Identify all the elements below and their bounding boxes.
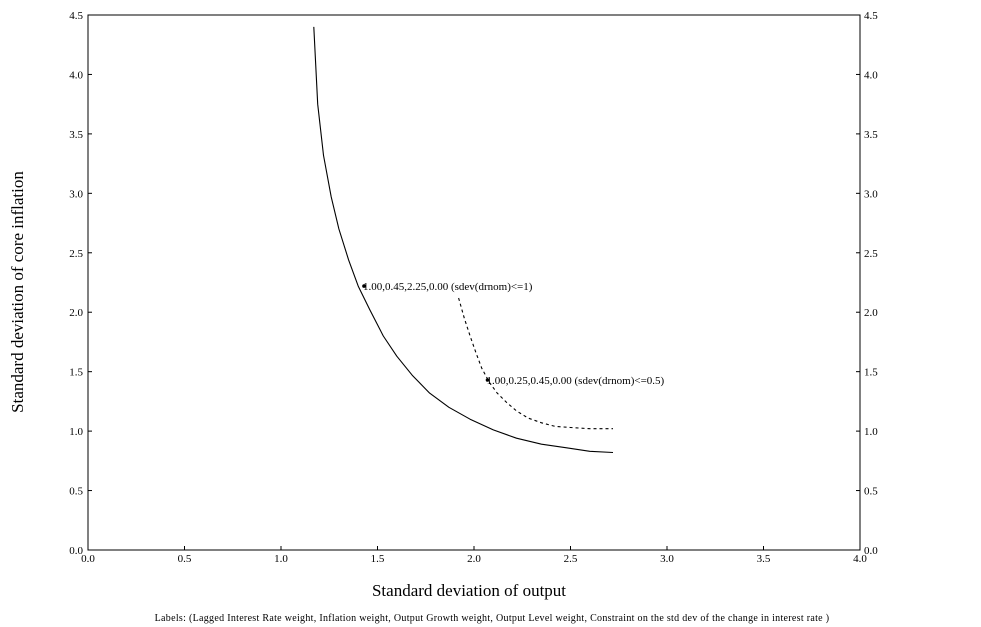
y-tick-label-left: 2.0 (69, 307, 83, 319)
x-axis: 0.0 0.5 1.0 1.5 2.0 2.5 3.0 3.5 4.0 (81, 546, 867, 565)
y-tick-label-right: 1.5 (864, 367, 878, 379)
y-axis-right: 0.0 0.5 1.0 1.5 2.0 2.5 3.0 3.5 4.0 4.5 (856, 10, 878, 557)
x-tick-label: 0.0 (81, 553, 95, 565)
y-tick-label-left: 3.5 (69, 129, 83, 141)
x-tick-label: 3.5 (757, 553, 771, 565)
annotation-point (362, 284, 366, 288)
y-tick-label-left: 0.0 (69, 545, 83, 557)
y-tick-label-left: 3.0 (69, 188, 83, 200)
series-line-dashed (458, 297, 613, 430)
y-tick-label-right: 0.5 (864, 486, 878, 498)
y-tick-label-right: 3.0 (864, 188, 878, 200)
x-tick-label: 3.0 (660, 553, 674, 565)
x-tick-label: 1.5 (371, 553, 385, 565)
x-tick-label: 2.0 (467, 553, 481, 565)
x-tick-label: 0.5 (178, 553, 192, 565)
x-tick-label: 1.0 (274, 553, 288, 565)
y-tick-label-right: 3.5 (864, 129, 878, 141)
y-tick-label-left: 0.5 (69, 486, 83, 498)
x-tick-label: 2.5 (564, 553, 578, 565)
y-tick-label-left: 1.5 (69, 367, 83, 379)
annotation-layer: 1.00,0.45,2.25,0.00 (sdev(drnom)<=1) 1.00… (362, 281, 665, 387)
y-tick-label-left: 2.5 (69, 248, 83, 260)
y-tick-label-left: 1.0 (69, 426, 83, 438)
y-tick-label-right: 4.0 (864, 69, 878, 81)
y-tick-label-left: 4.0 (69, 69, 83, 81)
y-tick-label-right: 2.0 (864, 307, 878, 319)
y-tick-label-right: 4.5 (864, 10, 878, 22)
y-tick-label-right: 2.5 (864, 248, 878, 260)
annotation-label: 1.00,0.25,0.45,0.00 (sdev(drnom)<=0.5) (487, 375, 665, 387)
y-axis-left: 0.0 0.5 1.0 1.5 2.0 2.5 3.0 3.5 4.0 4.5 (69, 10, 92, 557)
series-layer (313, 26, 614, 454)
chart-footnote: Labels: (Lagged Interest Rate weight, In… (155, 613, 830, 624)
x-tick-label: 4.0 (853, 553, 867, 565)
annotation-label: 1.00,0.45,2.25,0.00 (sdev(drnom)<=1) (363, 281, 533, 293)
y-axis-title: Standard deviation of core inflation (8, 171, 27, 413)
x-axis-title: Standard deviation of output (372, 581, 566, 600)
annotation-point (485, 378, 490, 382)
y-tick-label-left: 4.5 (69, 10, 83, 22)
series-line-solid (313, 26, 614, 454)
y-tick-label-right: 1.0 (864, 426, 878, 438)
y-tick-label-right: 0.0 (864, 545, 878, 557)
